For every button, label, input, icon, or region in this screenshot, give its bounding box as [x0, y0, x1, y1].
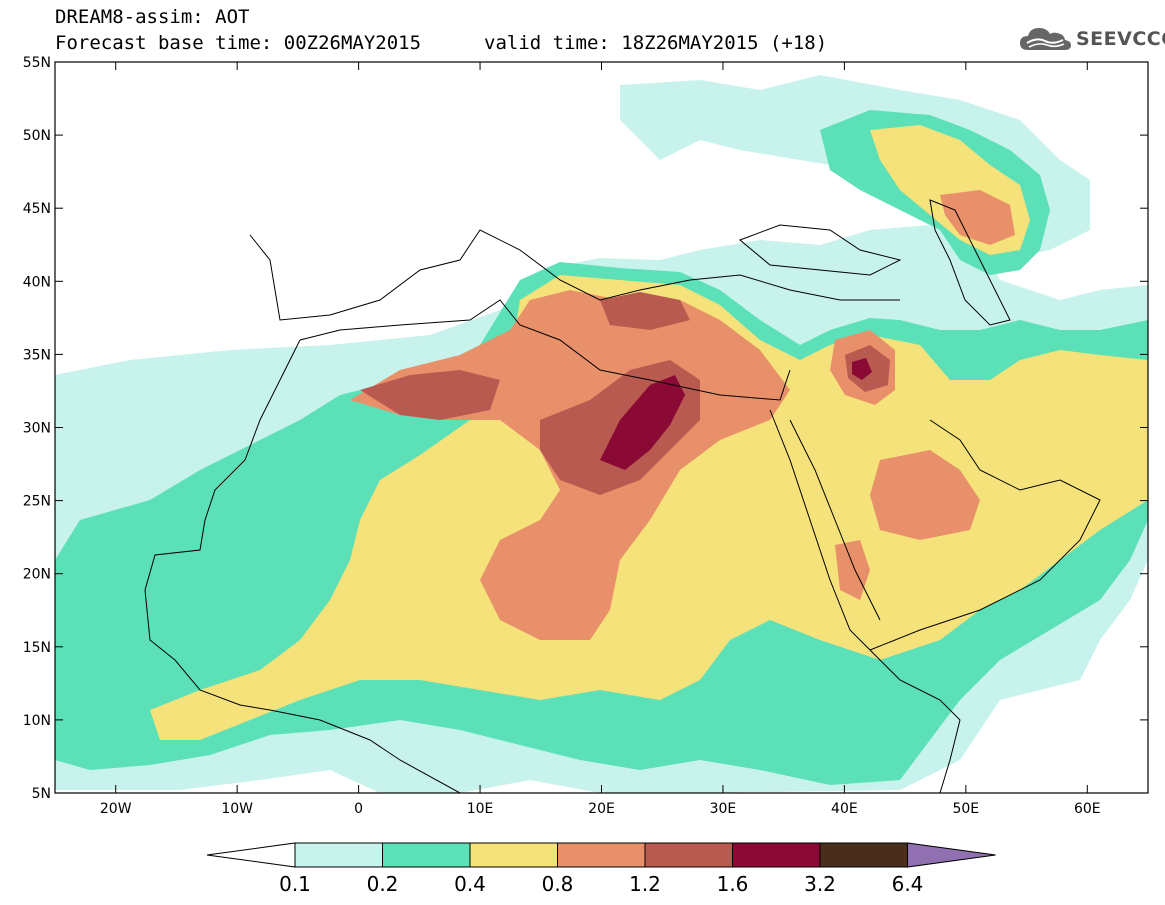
lat-tick-label: 15N	[23, 640, 51, 656]
lat-tick-label: 55N	[23, 55, 51, 71]
aot-band-0.8-arabia	[870, 450, 980, 540]
colorbar: 0.1 0.2 0.4 0.8 1.2 1.6 3.2 6.4	[206, 842, 996, 896]
colorbar-bin	[294, 842, 383, 868]
lat-tick-label: 20N	[23, 567, 51, 583]
lon-tick-label: 0	[354, 801, 363, 817]
colorbar-bin	[732, 842, 821, 868]
colorbar-label: 0.4	[454, 872, 486, 896]
lat-tick-label: 45N	[23, 201, 51, 217]
lat-tick-label: 5N	[32, 786, 51, 802]
coastlines	[144, 199, 1101, 793]
aot-band-0.8-redsea	[835, 540, 870, 600]
lat-tick-label: 35N	[23, 347, 51, 363]
axis-ticks	[55, 61, 1148, 794]
colorbar-bin	[469, 842, 558, 868]
lon-tick-label: 30E	[710, 801, 737, 817]
aot-band-0.8-caspian	[940, 190, 1015, 245]
lon-tick-label: 60E	[1074, 801, 1101, 817]
colorbar-label: 0.2	[367, 872, 399, 896]
lon-tick-label: 40E	[831, 801, 858, 817]
colorbar-bin	[819, 842, 908, 868]
colorbar-over-triangle	[907, 842, 996, 868]
lat-tick-label: 10N	[23, 713, 51, 729]
forecast-base-time: Forecast base time: 00Z26MAY2015	[55, 32, 422, 54]
coastline-north-africa	[299, 299, 791, 401]
coastline-black-sea	[739, 224, 902, 276]
aot-band-1.2-greece	[600, 292, 690, 330]
lon-tick-label: 10E	[467, 801, 494, 817]
lat-tick-label: 40N	[23, 274, 51, 290]
coastline-west-africa	[144, 339, 461, 793]
coastline-arabia	[869, 419, 1101, 651]
coastline-east-africa	[869, 649, 961, 793]
colorbar-label: 6.4	[892, 872, 924, 896]
lon-tick-label: 20W	[100, 801, 132, 817]
lon-tick-label: 50E	[952, 801, 979, 817]
colorbar-label: 3.2	[804, 872, 836, 896]
colorbar-label: 0.8	[542, 872, 574, 896]
colorbar-label: 1.2	[629, 872, 661, 896]
coastline-red-sea	[769, 409, 881, 651]
map-title: DREAM8-assim: AOT	[55, 6, 250, 28]
coastline-europe	[249, 229, 900, 321]
logo-text: SEEVCCC	[1076, 28, 1165, 50]
lat-tick-label: 25N	[23, 494, 51, 510]
colorbar-bin	[557, 842, 646, 868]
aot-band-1.2	[360, 370, 500, 420]
axis-labels: 20W 10W 0 10E 20E 30E 40E 50E 60E 55N 50N 45N 40N 35N…	[23, 55, 1101, 817]
lat-tick-label: 50N	[23, 128, 51, 144]
lat-tick-label: 30N	[23, 421, 51, 437]
colorbar-bin	[382, 842, 471, 868]
coastline-caspian	[929, 199, 1011, 326]
colorbar-under-triangle	[206, 842, 296, 868]
colorbar-label: 1.6	[717, 872, 749, 896]
aot-band-1.6-iraq	[852, 358, 872, 380]
cloud-icon	[1020, 28, 1071, 50]
valid-time: valid time: 18Z26MAY2015 (+18)	[484, 32, 828, 54]
colorbar-bin	[644, 842, 733, 868]
aot-band-1.6	[600, 375, 685, 470]
aot-field	[55, 75, 1148, 793]
lon-tick-label: 10W	[221, 801, 253, 817]
colorbar-label: 0.1	[279, 872, 311, 896]
seevccc-logo: SEEVCCC	[1018, 24, 1165, 54]
lon-tick-label: 20E	[588, 801, 615, 817]
